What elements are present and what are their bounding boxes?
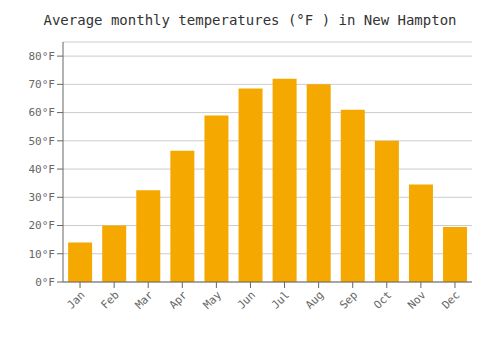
svg-text:80°F: 80°F [29,50,56,63]
svg-text:Nov: Nov [405,288,429,312]
svg-text:Dec: Dec [439,288,462,311]
svg-text:Oct: Oct [371,288,394,311]
svg-text:Sep: Sep [337,288,360,311]
html-text:Average monthly temperatures (: Average monthly temperatures (°F ) in Ne… [43,12,457,28]
svg-text:May: May [201,288,225,312]
svg-text:60°F: 60°F [29,106,56,119]
svg-text:20°F: 20°F [29,219,56,232]
svg-text:Jan: Jan [64,288,87,311]
svg-text:Aug: Aug [303,288,326,311]
svg-text:Jun: Jun [235,288,258,311]
svg-text:Feb: Feb [99,288,122,311]
svg-text:0°F: 0°F [35,276,55,289]
svg-text:40°F: 40°F [29,163,56,176]
svg-text:70°F: 70°F [29,78,56,91]
svg-text:Apr: Apr [167,288,191,312]
svg-text:30°F: 30°F [29,191,56,204]
svg-text:Mar: Mar [133,288,157,312]
svg-text:10°F: 10°F [29,248,56,261]
svg-text:Jul: Jul [269,288,292,311]
svg-text:50°F: 50°F [29,135,56,148]
